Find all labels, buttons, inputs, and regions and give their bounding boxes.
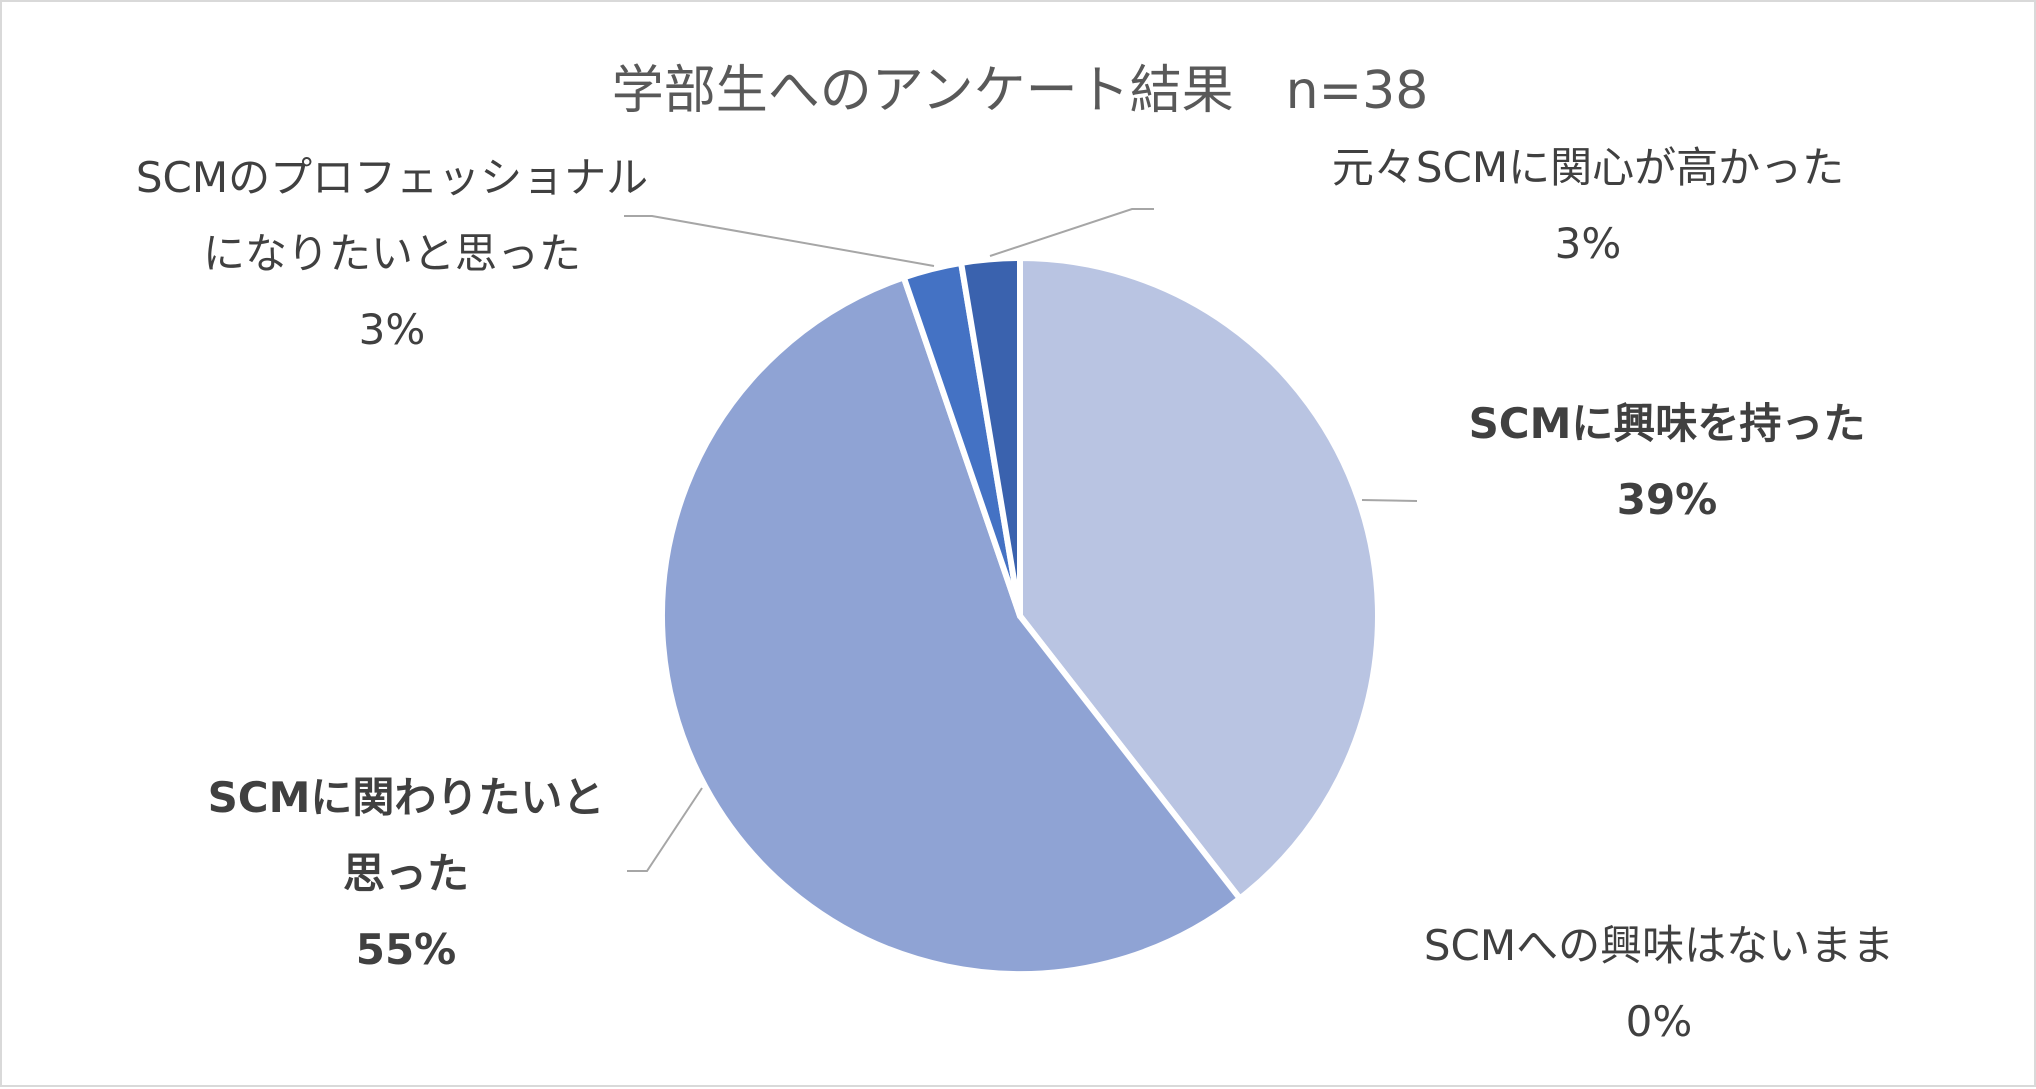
data-label-percent: 3% xyxy=(359,305,426,354)
data-label: SCMのプロフェッショナルになりたいと思った 3% xyxy=(136,153,648,354)
data-label: SCMへの興味はないまま 0% xyxy=(1424,921,1894,1046)
pie-slice xyxy=(659,274,1243,978)
leader-line xyxy=(989,208,1154,257)
leader-line xyxy=(627,787,703,872)
data-label-percent: 3% xyxy=(1555,219,1622,268)
leader-line xyxy=(1361,499,1418,502)
data-label-text: 思った xyxy=(343,849,469,898)
pie-slice xyxy=(958,255,1023,619)
data-label-percent: 0% xyxy=(1626,997,1693,1046)
data-labels: SCMに興味を持った 39% SCMへの興味はないまま 0% SCMに関わりたいと思った… xyxy=(136,143,1894,1046)
data-label: 元々SCMに関心が高かった 3% xyxy=(1332,143,1844,268)
data-label-percent: 39% xyxy=(1617,475,1718,524)
data-label-text: SCMへの興味はないまま xyxy=(1424,921,1894,970)
leader-line xyxy=(624,215,935,267)
leader-lines xyxy=(624,208,1418,872)
data-label: SCMに興味を持った 39% xyxy=(1469,399,1866,524)
data-label-text: 元々SCMに関心が高かった xyxy=(1332,143,1844,192)
pie-slices xyxy=(659,255,1381,978)
data-label-text: SCMに興味を持った xyxy=(1469,399,1866,448)
data-label: SCMに関わりたいと思った 55% xyxy=(208,773,605,974)
chart-title: 学部生へのアンケート結果 n=38 xyxy=(612,61,1429,121)
data-label-text: SCMのプロフェッショナル xyxy=(136,153,648,202)
pie-slice xyxy=(1017,255,1381,902)
data-label-percent: 55% xyxy=(356,925,457,974)
data-label-text: SCMに関わりたいと xyxy=(208,773,605,822)
data-label-text: になりたいと思った xyxy=(203,229,581,278)
